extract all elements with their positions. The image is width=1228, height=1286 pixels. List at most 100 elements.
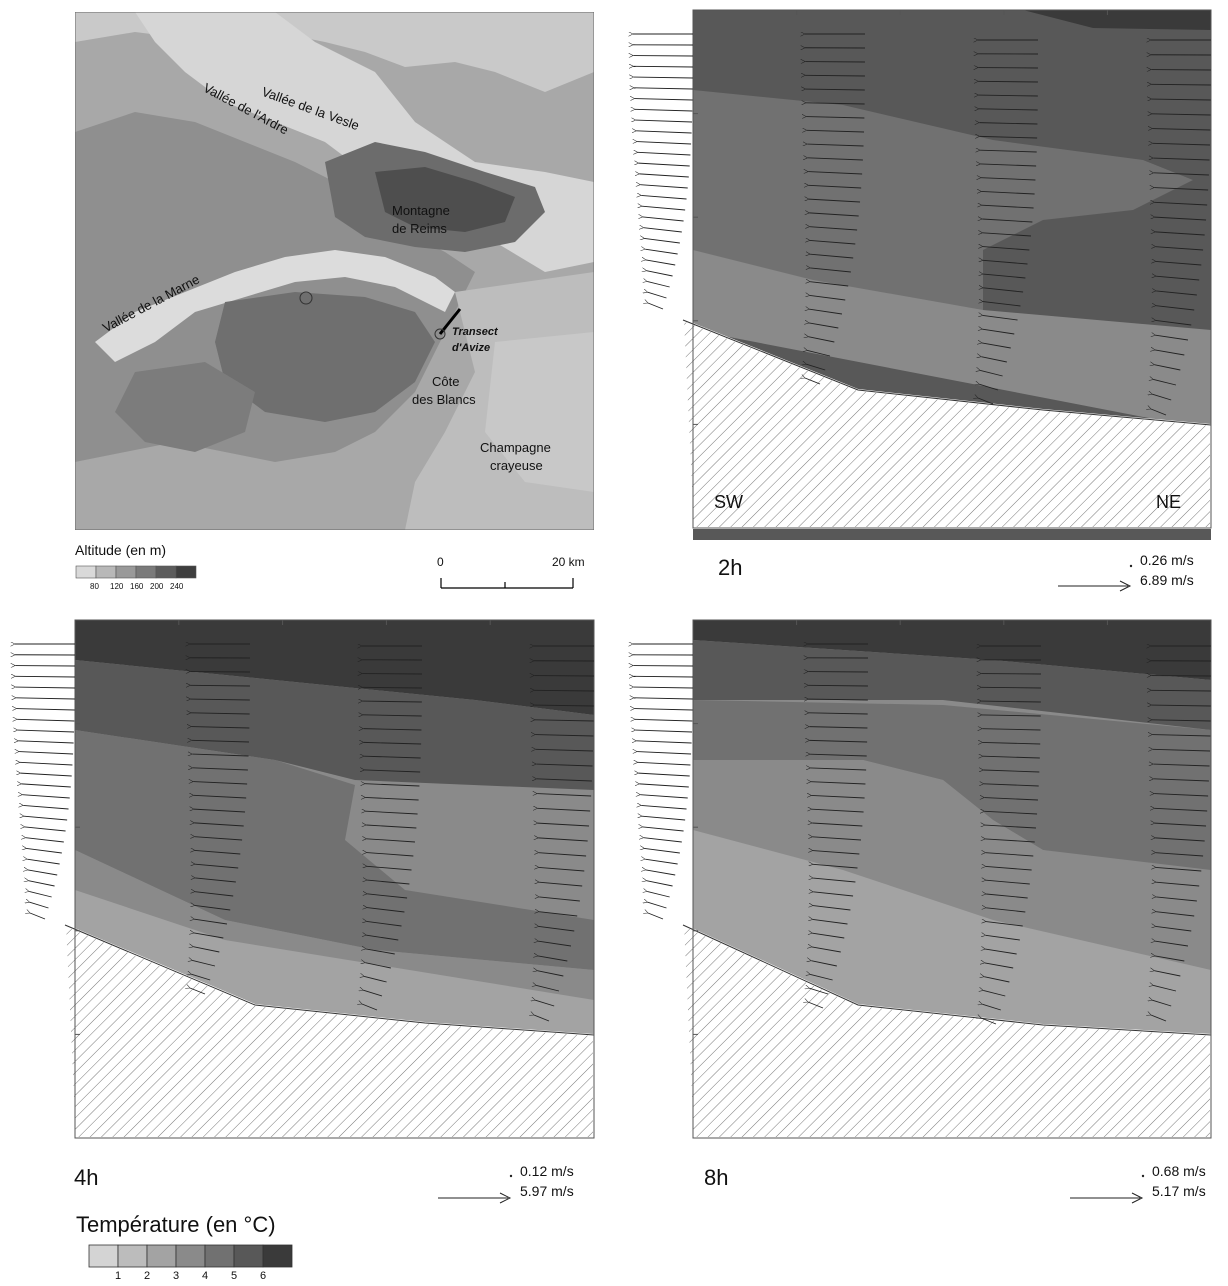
panel-4h-content bbox=[15, 619, 595, 1139]
wind-ref-max-8h: 5.17 m/s bbox=[1152, 1183, 1206, 1199]
wind-vector bbox=[195, 837, 243, 841]
wind-vector bbox=[1152, 99, 1211, 100]
wind-vector bbox=[810, 754, 867, 757]
wind-vector bbox=[808, 1002, 824, 1009]
temperature-band bbox=[693, 250, 1211, 430]
wind-vector bbox=[539, 882, 583, 887]
wind-vector bbox=[813, 878, 856, 883]
wind-vector bbox=[982, 329, 1015, 335]
relief-map-svg bbox=[74, 11, 595, 531]
wind-vector bbox=[639, 773, 690, 777]
temperature-swatch bbox=[233, 1244, 264, 1268]
temperature-swatch bbox=[146, 1244, 177, 1268]
wind-vector bbox=[21, 773, 72, 777]
wind-vector bbox=[30, 902, 49, 909]
wind-vector bbox=[1155, 217, 1207, 221]
wind-vector bbox=[538, 838, 588, 842]
altitude-swatch bbox=[155, 565, 177, 579]
wind-vector bbox=[191, 713, 250, 714]
wind-vector bbox=[367, 866, 412, 871]
wind-vector bbox=[1154, 971, 1181, 977]
wind-vector bbox=[195, 850, 241, 855]
temperature-tick: 5 bbox=[231, 1270, 238, 1282]
wind-vector bbox=[195, 892, 234, 897]
wind-vector bbox=[810, 282, 849, 287]
wind-ref-max-4h: 5.97 m/s bbox=[520, 1183, 574, 1199]
temperature-band bbox=[693, 700, 1211, 870]
wind-vector bbox=[1153, 158, 1210, 161]
wind-vector bbox=[1154, 779, 1209, 782]
wind-vector bbox=[1152, 129, 1211, 130]
wind-vector bbox=[979, 384, 999, 391]
wind-vector bbox=[1152, 394, 1172, 401]
wind-vector bbox=[367, 908, 405, 913]
wind-vector bbox=[19, 752, 74, 755]
scale-bar bbox=[440, 568, 580, 599]
wind-vector bbox=[536, 985, 560, 992]
wind-vector bbox=[1152, 720, 1211, 721]
wind-vector bbox=[1152, 735, 1211, 736]
wind-vector bbox=[641, 195, 687, 200]
wind-vector bbox=[985, 825, 1037, 829]
wind-ref-min-4h: 0.12 m/s bbox=[520, 1163, 574, 1179]
wind-vector bbox=[362, 687, 422, 688]
wind-vector bbox=[635, 99, 693, 100]
wind-vector bbox=[981, 191, 1035, 195]
wind-vector bbox=[539, 912, 578, 917]
wind-vector bbox=[366, 825, 417, 829]
altitude-legend-swatches bbox=[75, 565, 200, 584]
wind-vector bbox=[1151, 84, 1211, 85]
wind-vector bbox=[810, 268, 851, 273]
wind-vector bbox=[983, 770, 1040, 773]
wind-vector bbox=[1155, 823, 1207, 827]
altitude-tick: 240 bbox=[170, 582, 184, 591]
temperature-band bbox=[75, 850, 594, 1040]
altitude-swatch bbox=[135, 565, 157, 579]
wind-vector bbox=[22, 795, 70, 799]
wind-vector bbox=[810, 768, 867, 771]
wind-vector bbox=[980, 370, 1003, 377]
wind-vector bbox=[979, 95, 1038, 96]
wind-vector bbox=[366, 949, 395, 955]
wind-vector bbox=[1156, 247, 1204, 251]
wind-vector bbox=[29, 891, 52, 898]
wind-vector bbox=[367, 894, 408, 899]
wind-vector bbox=[806, 364, 826, 371]
wind-vector bbox=[646, 260, 676, 266]
wind-vector bbox=[638, 152, 691, 156]
wind-vector bbox=[1156, 897, 1197, 902]
wind-vector bbox=[810, 740, 868, 742]
wind-vector bbox=[644, 238, 680, 244]
wind-vector bbox=[1151, 1015, 1167, 1022]
wind-vector bbox=[191, 727, 250, 728]
wind-vector bbox=[648, 902, 667, 909]
wind-vector bbox=[640, 185, 688, 189]
wind-vector bbox=[635, 719, 693, 721]
wind-vector bbox=[1156, 320, 1192, 326]
wind-vector bbox=[636, 120, 693, 123]
label-montagne-1: Montagne bbox=[392, 203, 450, 218]
wind-vector bbox=[367, 839, 416, 843]
wind-vector bbox=[16, 687, 75, 688]
wind-vector bbox=[980, 136, 1038, 138]
wind-vector bbox=[16, 698, 75, 699]
wind-vector bbox=[637, 752, 692, 755]
wind-vector bbox=[805, 378, 821, 385]
wind-vector bbox=[644, 838, 682, 843]
temperature-tick: 1 bbox=[115, 1270, 122, 1282]
wind-vector bbox=[637, 142, 692, 145]
wind-vector bbox=[21, 784, 71, 788]
wind-vector bbox=[191, 974, 211, 981]
wind-vector bbox=[364, 976, 387, 983]
wind-vector bbox=[634, 77, 693, 78]
wind-vector bbox=[636, 741, 692, 744]
wind-vector bbox=[986, 894, 1028, 899]
wind-vector bbox=[1156, 912, 1195, 917]
wind-vector bbox=[363, 701, 422, 702]
wind-vector bbox=[28, 870, 58, 876]
wind-vector bbox=[806, 103, 865, 104]
wind-vector bbox=[23, 805, 69, 810]
wind-vector bbox=[647, 891, 670, 898]
wind-vector bbox=[1153, 379, 1177, 386]
wind-vector bbox=[808, 337, 835, 343]
